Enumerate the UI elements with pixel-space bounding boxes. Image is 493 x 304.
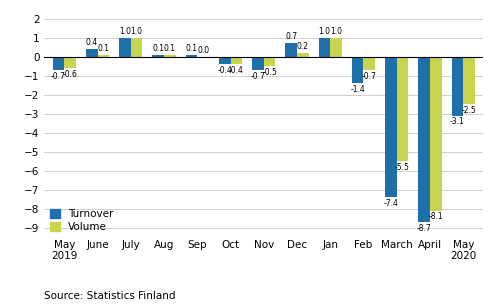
Legend: Turnover, Volume: Turnover, Volume (50, 209, 114, 232)
Bar (252, 57, 264, 70)
Bar (186, 55, 197, 57)
Bar (419, 57, 430, 222)
Text: 0.1: 0.1 (164, 44, 176, 53)
Text: -2.5: -2.5 (461, 106, 476, 115)
Bar (98, 55, 109, 57)
Text: -0.7: -0.7 (250, 72, 265, 81)
Bar (219, 57, 231, 64)
Text: -3.1: -3.1 (450, 117, 465, 126)
Text: -0.7: -0.7 (362, 72, 377, 81)
Bar (452, 57, 463, 116)
Text: -1.4: -1.4 (351, 85, 365, 94)
Bar (53, 57, 64, 70)
Bar (285, 43, 297, 57)
Bar (231, 57, 242, 64)
Text: 1.0: 1.0 (131, 27, 142, 36)
Text: -5.5: -5.5 (395, 163, 410, 172)
Bar (131, 38, 142, 57)
Bar (64, 57, 76, 68)
Bar (430, 57, 442, 211)
Bar (352, 57, 363, 83)
Text: -0.4: -0.4 (229, 66, 244, 75)
Bar (330, 38, 342, 57)
Text: 0.1: 0.1 (98, 44, 109, 53)
Text: -0.7: -0.7 (51, 72, 66, 81)
Bar (152, 55, 164, 57)
Bar (119, 38, 131, 57)
Text: 0.1: 0.1 (152, 44, 164, 53)
Text: -0.5: -0.5 (262, 68, 277, 77)
Bar (363, 57, 375, 70)
Text: 0.4: 0.4 (86, 38, 98, 47)
Bar (297, 53, 309, 57)
Bar (164, 55, 176, 57)
Text: -0.6: -0.6 (63, 70, 77, 79)
Bar (397, 57, 408, 161)
Text: -0.4: -0.4 (217, 66, 232, 75)
Text: -7.4: -7.4 (384, 199, 398, 208)
Bar (463, 57, 475, 104)
Bar (385, 57, 397, 197)
Text: 1.0: 1.0 (330, 27, 342, 36)
Bar (318, 38, 330, 57)
Text: 0.1: 0.1 (185, 44, 198, 53)
Text: 0.7: 0.7 (285, 33, 297, 41)
Bar (264, 57, 276, 66)
Bar (86, 49, 98, 57)
Text: -8.1: -8.1 (428, 212, 443, 221)
Text: -8.7: -8.7 (417, 224, 431, 233)
Text: 1.0: 1.0 (119, 27, 131, 36)
Text: 0.0: 0.0 (197, 46, 209, 55)
Text: 1.0: 1.0 (318, 27, 330, 36)
Text: Source: Statistics Finland: Source: Statistics Finland (44, 291, 176, 301)
Text: 0.2: 0.2 (297, 42, 309, 51)
